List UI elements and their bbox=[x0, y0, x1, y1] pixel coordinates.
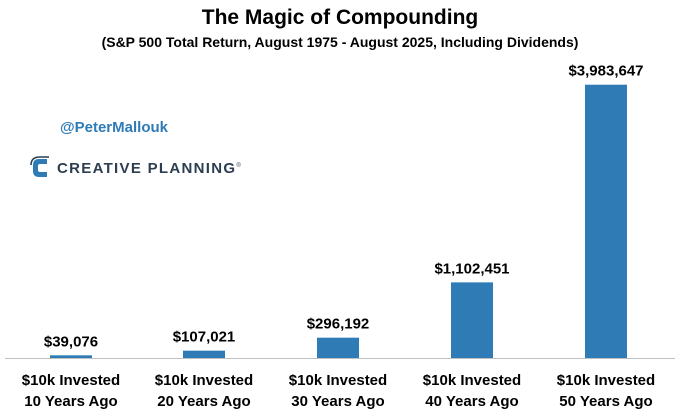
category-label-1-line-2: 10 Years Ago bbox=[24, 393, 117, 410]
bar-4 bbox=[451, 282, 493, 358]
bar-3 bbox=[317, 337, 359, 358]
category-label-5-line-1: $10k Invested bbox=[557, 372, 655, 389]
brand-logo: CREATIVE PLANNING® bbox=[30, 155, 241, 181]
category-label-2-line-1: $10k Invested bbox=[155, 372, 253, 389]
chart-subtitle: (S&P 500 Total Return, August 1975 - Aug… bbox=[101, 34, 579, 50]
data-label-2: $107,021 bbox=[173, 329, 236, 346]
category-label-3-line-1: $10k Invested bbox=[289, 372, 387, 389]
brand-name: CREATIVE PLANNING® bbox=[57, 159, 241, 177]
creative-planning-logo-icon bbox=[30, 156, 49, 177]
category-label-4-line-1: $10k Invested bbox=[423, 372, 521, 389]
data-label-3: $296,192 bbox=[307, 316, 370, 333]
bar-2 bbox=[183, 350, 225, 358]
category-label-1-line-1: $10k Invested bbox=[22, 372, 120, 389]
data-label-1: $39,076 bbox=[44, 333, 98, 350]
category-label-4-line-2: 40 Years Ago bbox=[425, 393, 518, 410]
chart-title: The Magic of Compounding bbox=[201, 6, 479, 29]
social-handle: @PeterMallouk bbox=[60, 119, 168, 136]
category-label-3-line-2: 30 Years Ago bbox=[291, 393, 384, 410]
registered-mark: ® bbox=[236, 162, 241, 169]
data-label-5: $3,983,647 bbox=[568, 63, 643, 80]
category-label-5-line-2: 50 Years Ago bbox=[559, 393, 652, 410]
category-label-2-line-2: 20 Years Ago bbox=[157, 393, 250, 410]
data-label-4: $1,102,451 bbox=[434, 260, 509, 277]
bar-1 bbox=[50, 355, 92, 358]
bar-5 bbox=[585, 84, 627, 359]
